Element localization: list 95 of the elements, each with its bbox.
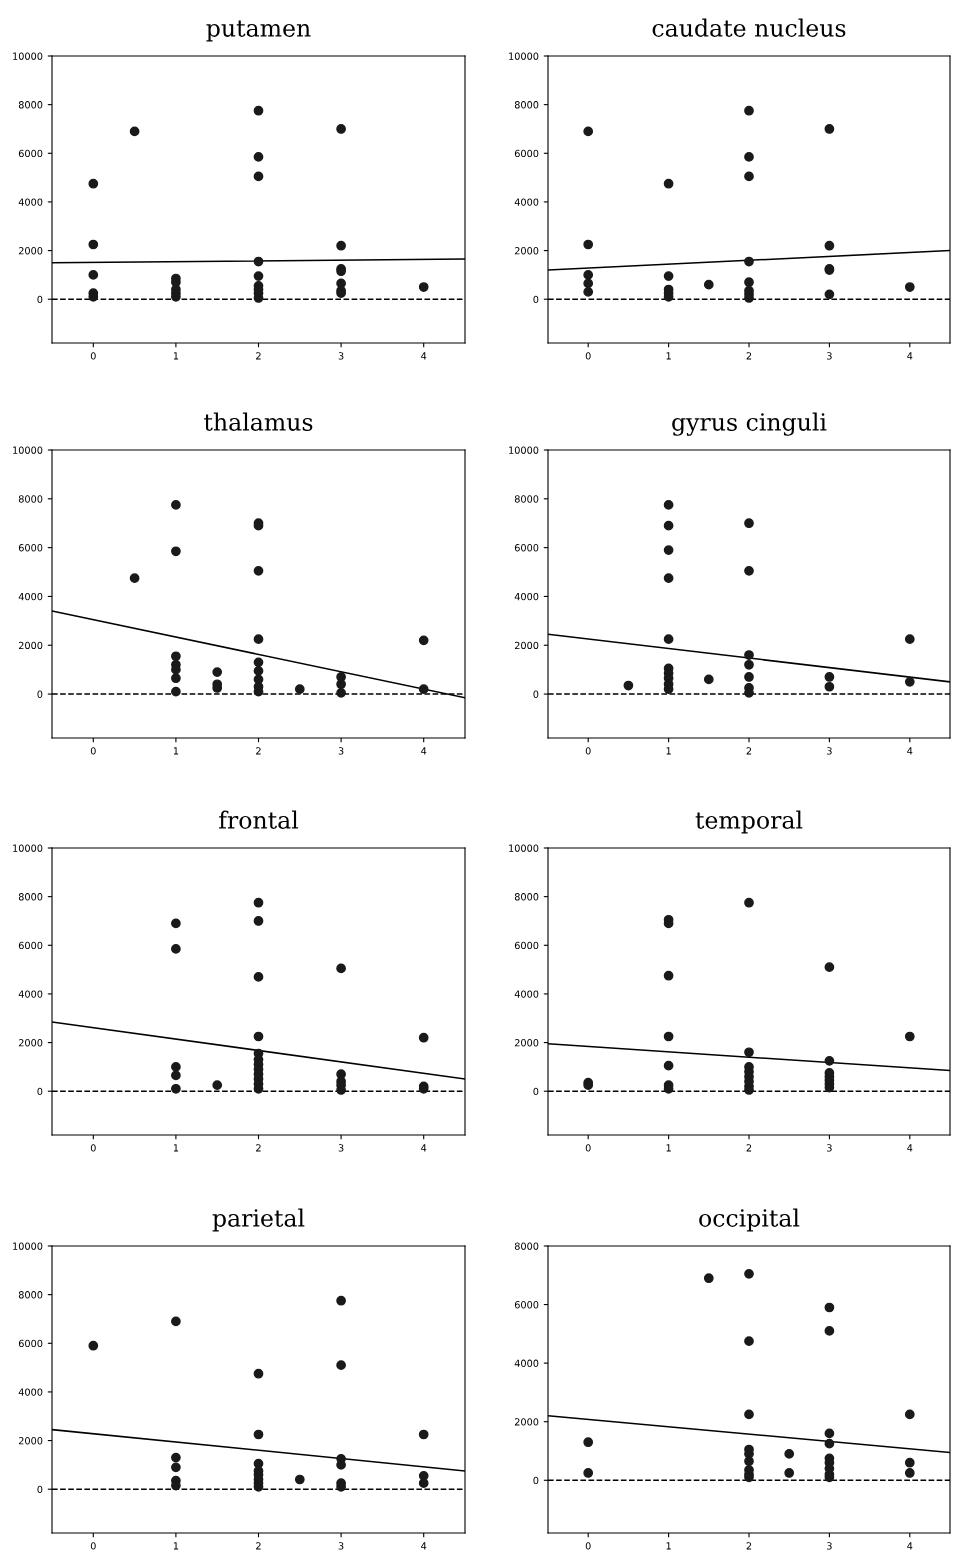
x-tick-label: 1 xyxy=(666,352,671,360)
x-tick-label: 4 xyxy=(907,1542,913,1550)
chart-title: occipital xyxy=(699,1208,800,1232)
y-tick-label: 4000 xyxy=(514,1359,539,1367)
x-tick-label: 4 xyxy=(421,747,427,755)
y-tick-label: 6000 xyxy=(514,544,539,552)
x-tick-label: 4 xyxy=(421,1542,427,1550)
x-tick-label: 2 xyxy=(746,1144,752,1152)
y-tick-label: 10000 xyxy=(509,446,539,454)
y-tick-label: 8000 xyxy=(514,101,539,109)
x-tick-label: 2 xyxy=(256,1144,261,1152)
y-tick-label: 0 xyxy=(533,1087,539,1096)
y-tick-label: 8000 xyxy=(18,495,43,503)
x-tick-label: 3 xyxy=(827,1144,832,1152)
y-tick-label: 8000 xyxy=(514,1242,539,1250)
x-tick-label: 1 xyxy=(173,747,179,755)
y-tick-label: 0 xyxy=(533,690,539,698)
x-tick-label: 4 xyxy=(421,352,427,360)
x-tick-label: 4 xyxy=(421,1144,427,1152)
chart-title: gyrus cinguli xyxy=(672,412,827,436)
y-tick-label: 2000 xyxy=(18,247,43,255)
y-tick-label: 6000 xyxy=(18,544,43,552)
y-tick-label: 6000 xyxy=(18,941,43,950)
x-tick-label: 1 xyxy=(666,747,671,755)
y-tick-label: 10000 xyxy=(13,1242,43,1250)
x-tick-label: 2 xyxy=(256,1542,261,1550)
chart-title: parietal xyxy=(212,1208,305,1232)
x-tick-label: 0 xyxy=(90,1542,96,1550)
x-tick-label: 1 xyxy=(666,1144,671,1152)
y-tick-label: 10000 xyxy=(13,446,43,454)
y-tick-label: 6000 xyxy=(18,149,43,158)
y-tick-label: 4000 xyxy=(18,1388,43,1396)
x-tick-label: 3 xyxy=(338,1144,344,1152)
x-tick-label: 3 xyxy=(827,352,832,360)
x-tick-label: 1 xyxy=(173,1542,179,1550)
x-tick-label: 3 xyxy=(338,747,344,755)
x-tick-label: 2 xyxy=(746,352,752,360)
x-tick-label: 0 xyxy=(90,747,96,755)
x-tick-label: 2 xyxy=(256,747,261,755)
y-tick-label: 10000 xyxy=(509,844,539,852)
y-tick-label: 8000 xyxy=(18,101,43,109)
y-tick-label: 0 xyxy=(37,690,43,698)
x-tick-label: 2 xyxy=(746,1542,752,1550)
y-tick-label: 0 xyxy=(37,1485,43,1494)
y-tick-label: 2000 xyxy=(18,1039,43,1047)
y-tick-label: 4000 xyxy=(18,990,43,998)
x-tick-label: 1 xyxy=(173,352,179,360)
y-tick-label: 6000 xyxy=(18,1339,43,1348)
y-tick-label: 2000 xyxy=(514,247,539,255)
y-tick-label: 8000 xyxy=(514,495,539,503)
chart-title: frontal xyxy=(219,810,299,829)
x-tick-label: 2 xyxy=(746,747,752,755)
chart-title: caudate nucleus xyxy=(652,18,846,37)
y-tick-label: 10000 xyxy=(13,844,43,852)
y-tick-label: 4000 xyxy=(18,592,43,601)
x-tick-label: 4 xyxy=(907,352,913,360)
y-tick-label: 6000 xyxy=(514,1301,539,1309)
y-tick-label: 10000 xyxy=(509,52,539,60)
y-tick-label: 0 xyxy=(37,1087,43,1096)
y-tick-label: 0 xyxy=(533,295,539,304)
y-tick-label: 8000 xyxy=(18,1291,43,1299)
x-tick-label: 3 xyxy=(338,352,344,360)
y-tick-label: 4000 xyxy=(514,198,539,206)
x-tick-label: 0 xyxy=(90,1144,96,1152)
y-tick-label: 4000 xyxy=(514,592,539,601)
x-tick-label: 0 xyxy=(585,747,591,755)
y-tick-label: 2000 xyxy=(514,1039,539,1047)
y-tick-label: 4000 xyxy=(18,198,43,206)
x-tick-label: 0 xyxy=(585,352,591,360)
x-tick-label: 0 xyxy=(90,352,96,360)
y-tick-label: 6000 xyxy=(514,941,539,950)
chart-title: putamen xyxy=(206,20,311,42)
x-tick-label: 0 xyxy=(585,1144,591,1152)
y-tick-label: 4000 xyxy=(514,990,539,998)
y-tick-label: 6000 xyxy=(514,149,539,158)
x-tick-label: 3 xyxy=(827,1542,832,1550)
x-tick-label: 3 xyxy=(338,1542,344,1550)
y-tick-label: 2000 xyxy=(18,641,43,650)
x-tick-label: 1 xyxy=(173,1144,179,1152)
y-tick-label: 2000 xyxy=(18,1437,43,1445)
x-tick-label: 4 xyxy=(907,747,913,755)
chart-title: temporal xyxy=(695,810,803,834)
y-tick-label: 8000 xyxy=(514,893,539,901)
y-tick-label: 2000 xyxy=(514,641,539,650)
y-tick-label: 10000 xyxy=(13,52,43,60)
x-tick-label: 4 xyxy=(907,1144,913,1152)
x-tick-label: 1 xyxy=(666,1542,671,1550)
chart-title: thalamus xyxy=(204,412,313,431)
x-tick-label: 2 xyxy=(256,352,261,360)
y-tick-label: 0 xyxy=(533,1476,539,1485)
y-tick-label: 8000 xyxy=(18,893,43,901)
x-tick-label: 0 xyxy=(585,1542,591,1550)
x-tick-label: 3 xyxy=(827,747,832,755)
y-tick-label: 0 xyxy=(37,295,43,304)
y-tick-label: 2000 xyxy=(514,1418,539,1426)
